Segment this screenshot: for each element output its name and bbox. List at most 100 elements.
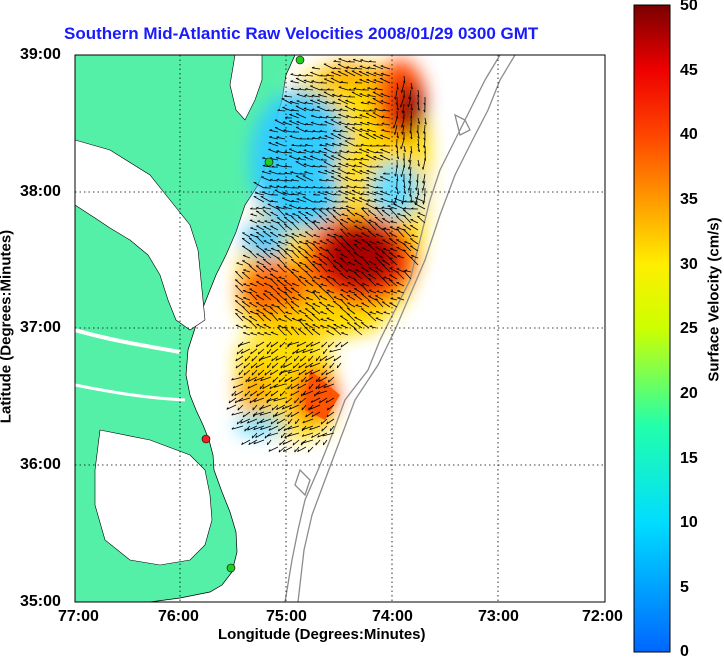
velocity-arrow-head bbox=[304, 108, 306, 109]
station-marker bbox=[202, 435, 210, 443]
velocity-arrow-head bbox=[333, 301, 336, 302]
velocity-arrow-head bbox=[273, 415, 274, 418]
x-tick: 75:00 bbox=[266, 608, 307, 626]
x-tick: 77:00 bbox=[58, 608, 99, 626]
velocity-arrow-head bbox=[257, 333, 260, 334]
velocity-arrow-head bbox=[318, 171, 320, 172]
velocity-arrow-head bbox=[269, 171, 272, 172]
colorbar-label: Surface Velocity (cm/s) bbox=[706, 190, 723, 410]
velocity-arrow-head bbox=[259, 359, 260, 362]
velocity-arrow-head bbox=[252, 359, 253, 362]
colorbar-tick: 25 bbox=[680, 320, 698, 338]
velocity-arrow-head bbox=[340, 294, 343, 295]
colorbar-tick: 50 bbox=[680, 0, 698, 15]
velocity-arrow-head bbox=[346, 206, 348, 207]
velocity-arrow-head bbox=[284, 266, 287, 267]
colorbar-tick: 45 bbox=[680, 62, 698, 80]
velocity-arrow-head bbox=[333, 210, 336, 211]
velocity-arrow-head bbox=[348, 291, 351, 292]
velocity-arrow bbox=[404, 209, 411, 210]
velocity-arrow-head bbox=[263, 315, 266, 316]
velocity-arrow-head bbox=[311, 122, 314, 123]
velocity-arrow-head bbox=[370, 312, 372, 313]
velocity-arrow-head bbox=[273, 380, 274, 383]
velocity-arrow-head bbox=[347, 210, 350, 211]
velocity-arrow-head bbox=[342, 214, 345, 215]
velocity-arrow-head bbox=[384, 312, 386, 313]
colorbar-tick: 30 bbox=[680, 256, 698, 274]
colorbar-tick: 35 bbox=[680, 191, 698, 209]
velocity-arrow-head bbox=[284, 287, 287, 288]
velocity-arrow-head bbox=[265, 305, 267, 306]
colorbar-tick: 20 bbox=[680, 385, 698, 403]
velocity-arrow-head bbox=[243, 284, 246, 285]
velocity-arrow-head bbox=[257, 221, 259, 222]
velocity-arrow-head bbox=[251, 214, 253, 215]
velocity-arrow-head bbox=[242, 238, 245, 239]
velocity-arrow-head bbox=[312, 280, 315, 281]
colorbar-tick: 10 bbox=[680, 514, 698, 532]
velocity-arrow-head bbox=[360, 129, 363, 130]
velocity-arrow-head bbox=[245, 394, 246, 397]
velocity-arrow-head bbox=[412, 235, 414, 236]
velocity-arrow-head bbox=[360, 122, 363, 123]
velocity-arrow-head bbox=[320, 228, 323, 229]
velocity-arrow-head bbox=[370, 326, 372, 327]
velocity-arrow-head bbox=[340, 273, 343, 274]
velocity-arrow-head bbox=[314, 235, 316, 236]
velocity-arrow-head bbox=[265, 221, 267, 222]
velocity-arrow-head bbox=[277, 245, 280, 246]
velocity-arrow-head bbox=[355, 270, 358, 271]
colorbar-tick: 40 bbox=[680, 126, 698, 144]
velocity-arrow-head bbox=[313, 277, 316, 278]
velocity-arrow-head bbox=[384, 228, 386, 229]
x-tick: 74:00 bbox=[372, 608, 413, 626]
y-tick: 35:00 bbox=[20, 593, 61, 611]
velocity-arrow-head bbox=[238, 408, 239, 411]
velocity-arrow-head bbox=[367, 122, 369, 123]
velocity-arrow-head bbox=[291, 301, 294, 302]
y-tick: 39:00 bbox=[20, 46, 61, 64]
velocity-arrow-head bbox=[319, 259, 322, 260]
velocity-arrow-head bbox=[360, 115, 363, 116]
velocity-arrow-head bbox=[270, 294, 273, 295]
velocity-arrow-head bbox=[280, 394, 281, 396]
colorbar-tick: 5 bbox=[680, 579, 689, 597]
velocity-arrow-head bbox=[353, 108, 355, 109]
velocity-arrow-head bbox=[374, 178, 377, 179]
colorbar-tick: 15 bbox=[680, 450, 698, 468]
velocity-arrow-head bbox=[391, 291, 393, 292]
velocity-arrow-head bbox=[236, 263, 239, 264]
velocity-arrow-head bbox=[382, 210, 385, 211]
velocity-arrow-head bbox=[252, 373, 253, 376]
velocity-arrow-head bbox=[245, 359, 246, 362]
station-marker bbox=[296, 56, 304, 64]
velocity-arrow-head bbox=[375, 224, 378, 225]
station-marker bbox=[227, 564, 235, 572]
velocity-arrow-head bbox=[304, 150, 307, 151]
x-axis-label: Longitude (Degrees:Minutes) bbox=[218, 626, 426, 643]
y-tick: 36:00 bbox=[20, 456, 61, 474]
velocity-arrow-head bbox=[375, 217, 378, 218]
colorbar-tick: 0 bbox=[680, 643, 689, 661]
velocity-arrow-head bbox=[314, 221, 316, 222]
y-tick: 38:00 bbox=[20, 183, 61, 201]
velocity-arrow-head bbox=[347, 308, 350, 309]
velocity-arrow bbox=[376, 153, 383, 154]
velocity-arrow-head bbox=[271, 305, 274, 306]
velocity-arrow bbox=[320, 202, 327, 203]
velocity-arrow-head bbox=[312, 329, 315, 330]
velocity-arrow-head bbox=[284, 224, 287, 225]
velocity-arrow-head bbox=[301, 443, 302, 446]
velocity-arrow-head bbox=[339, 122, 342, 123]
velocity-arrow-head bbox=[263, 266, 266, 267]
velocity-arrow-head bbox=[280, 345, 281, 348]
velocity-arrow-head bbox=[342, 284, 344, 285]
velocity-arrow-head bbox=[333, 266, 336, 267]
y-axis-label: Latitude (Degrees:Minutes) bbox=[0, 217, 15, 437]
velocity-arrow-head bbox=[249, 238, 252, 239]
velocity-arrow-head bbox=[400, 105, 401, 107]
velocity-arrow-head bbox=[262, 171, 264, 172]
velocity-arrow-head bbox=[353, 59, 356, 60]
